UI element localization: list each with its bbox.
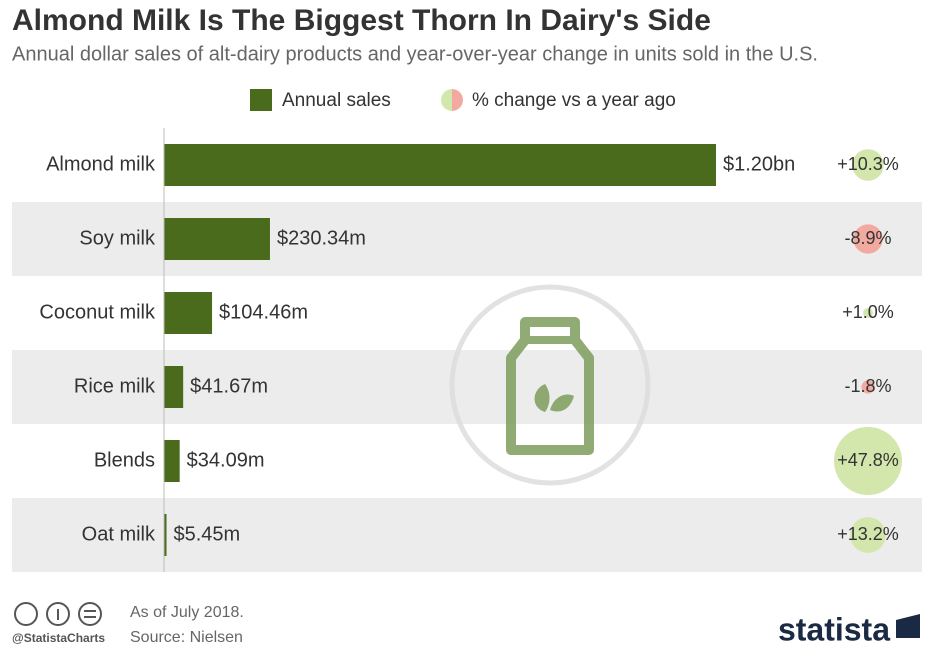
legend-label: % change vs a year ago: [472, 90, 676, 111]
legend-swatch: [250, 89, 272, 111]
change-label: +47.8%: [837, 450, 899, 470]
change-label: -1.8%: [844, 376, 891, 396]
change-label: +10.3%: [837, 154, 899, 174]
watermark-icon: [449, 284, 651, 486]
rows: [12, 149, 922, 572]
bar: [164, 144, 716, 186]
change-bubble: [834, 427, 902, 495]
legend-swatch: [441, 89, 452, 111]
change-bubble: [852, 149, 884, 181]
category-label: Blends: [94, 449, 155, 471]
source: Source: Nielsen: [130, 629, 243, 646]
change-bubble: [853, 224, 883, 254]
foreground: Annual sales % change vs a year ago Almond…: [39, 89, 899, 572]
category-label: Rice milk: [74, 375, 156, 397]
change-bubble: [863, 308, 873, 318]
chart-title: Almond Milk Is The Biggest Thorn In Dair…: [12, 4, 711, 37]
bar: [164, 440, 180, 482]
change-label: +13.2%: [837, 524, 899, 544]
legend-label: Annual sales: [282, 90, 391, 111]
change-bubble: [861, 380, 875, 394]
value-label: $5.45m: [174, 523, 241, 545]
category-label: Oat milk: [82, 523, 156, 545]
value-label: $1.20bn: [723, 153, 795, 175]
change-label: -8.9%: [844, 228, 891, 248]
brand: statista: [778, 611, 890, 647]
change-label: +1.0%: [842, 302, 894, 322]
credit: @StatistaCharts: [12, 631, 105, 645]
brand-logo: [896, 614, 920, 638]
value-label: $41.67m: [190, 375, 268, 397]
bar: [164, 218, 270, 260]
category-label: Coconut milk: [39, 301, 156, 323]
cc-icons: [14, 602, 102, 626]
legend-swatch: [452, 89, 463, 111]
note: As of July 2018.: [130, 604, 244, 621]
chart-subtitle: Annual dollar sales of alt-dairy product…: [12, 43, 818, 65]
value-label: $230.34m: [277, 227, 366, 249]
category-label: Almond milk: [46, 153, 156, 175]
value-label: $104.46m: [219, 301, 308, 323]
bar: [164, 292, 213, 334]
value-label: $34.09m: [187, 449, 265, 471]
bar: [164, 514, 167, 556]
category-label: Soy milk: [79, 227, 156, 249]
bar: [164, 366, 184, 408]
change-bubble: [850, 517, 886, 553]
